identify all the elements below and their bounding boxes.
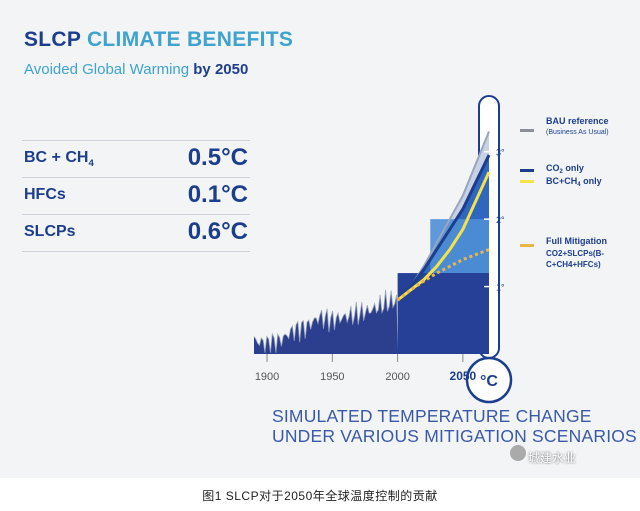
wechat-icon	[510, 445, 526, 461]
chart-card	[0, 0, 640, 478]
metric-value: 0.5°C	[187, 144, 248, 171]
legend-swatch-full-mitigation	[520, 244, 534, 247]
legend-line-2: C+CH4+HFCs)	[546, 260, 601, 269]
title-slcp: SLCP	[24, 28, 81, 51]
thermometer-tick-label: 1°	[496, 283, 505, 293]
subtitle-year: by 2050	[193, 61, 249, 78]
figure-caption: 图1 SLCP对于2050年全球温度控制的贡献	[202, 489, 438, 503]
legend-swatch-bc-ch4	[520, 180, 534, 183]
metric-value: 0.1°C	[187, 181, 248, 208]
observed-area	[254, 289, 398, 354]
metric-row-hfcs: HFCs 0.1°C	[22, 177, 250, 214]
metric-name: BC + CH4	[24, 149, 94, 170]
legend-label-co2: CO2 only	[546, 163, 584, 175]
subtitle-avoided: Avoided Global Warming	[24, 61, 190, 78]
thermometer-bulb	[465, 356, 513, 404]
legend-swatch-co2	[520, 169, 534, 172]
x-tick-label: 1900	[255, 371, 279, 383]
legend-note-bau: (Business As Usual)	[546, 129, 609, 136]
x-tick-label: 2050	[450, 369, 477, 383]
chart-footer: SIMULATED TEMPERATURE CHANGE UNDER VARIO…	[272, 406, 637, 446]
metric-row-bc-ch4: BC + CH4 0.5°C	[22, 140, 250, 177]
thermometer-tick-label: 2°	[496, 215, 505, 225]
chart-title: SLCP CLIMATE BENEFITS	[24, 28, 293, 52]
x-tick-label: 2000	[385, 371, 409, 383]
title-climate-benefits: CLIMATE BENEFITS	[86, 28, 294, 51]
legend-label-full-mitigation: Full Mitigation	[546, 236, 607, 246]
thermometer-unit: °C	[480, 373, 498, 390]
legend-label-bc-ch4: BC+CH4 only	[546, 176, 602, 188]
bc-ch4-line	[396, 171, 491, 302]
metric-name: HFCs	[24, 186, 66, 203]
thermometer-tick-label: 3°	[496, 148, 505, 158]
x-tick-label: 1950	[320, 371, 344, 383]
temperature-chart: °C 1° 2° 3° 1900 1950 2000 2050 BAU reference (Bu…	[253, 95, 609, 404]
chart-subtitle: Avoided Global Warming by 2050	[24, 61, 248, 78]
legend-label-bau: BAU reference	[546, 116, 609, 126]
footer-line-1: SIMULATED TEMPERATURE CHANGE	[272, 406, 592, 426]
co2-line	[396, 154, 491, 302]
metric-value: 0.6°C	[187, 218, 248, 245]
legend-swatch-bau	[520, 129, 534, 132]
footer-line-2: UNDER VARIOUS MITIGATION SCENARIOS	[272, 426, 637, 446]
metric-row-slcps: SLCPs 0.6°C	[22, 214, 250, 252]
metric-name: SLCPs	[24, 223, 76, 240]
legend-line-1: CO2+SLCPs(B-	[546, 249, 604, 258]
observed-noise	[253, 289, 397, 353]
watermark: 城建水业	[528, 451, 577, 465]
